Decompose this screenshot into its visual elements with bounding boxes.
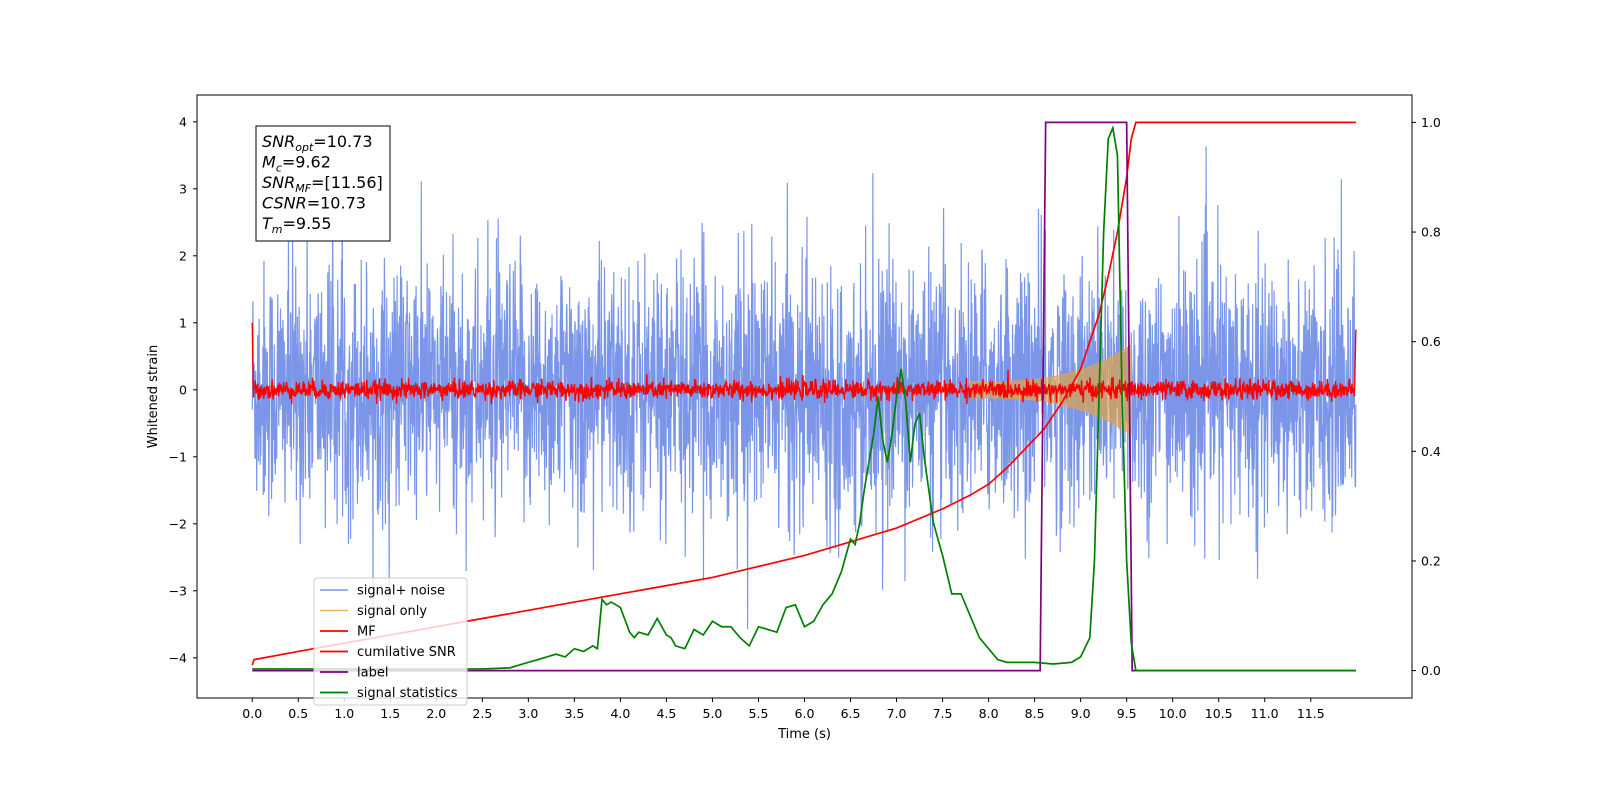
y-right-tick-label: 0.8: [1421, 225, 1441, 240]
x-tick-label: 7.5: [933, 706, 953, 721]
info-box-frame: [255, 125, 391, 242]
x-tick-label: 2.0: [426, 706, 446, 721]
info-line: Tm=9.55: [262, 214, 332, 236]
legend-frame: [313, 577, 468, 706]
info-line: SNRopt=10.73: [262, 132, 373, 154]
x-tick-label: 9.0: [1071, 706, 1091, 721]
legend-entry: MF: [357, 625, 376, 640]
x-tick-label: 0.0: [242, 706, 262, 721]
legend-entry: signal+ noise: [357, 584, 445, 599]
info-line: Mc=9.62: [262, 153, 331, 175]
x-tick-label: 7.0: [887, 706, 907, 721]
x-tick-label: 4.5: [656, 706, 676, 721]
x-tick-label: 10.0: [1159, 706, 1187, 721]
y-tick-label: 2: [179, 248, 187, 263]
x-tick-label: 9.5: [1117, 706, 1137, 721]
y-tick-label: −2: [169, 516, 187, 531]
series-mf: [251, 322, 1357, 405]
x-tick-label: 11.5: [1297, 706, 1325, 721]
y-right-tick-label: 0.6: [1421, 334, 1441, 349]
x-tick-label: 8.5: [1025, 706, 1045, 721]
x-tick-label: 5.0: [703, 706, 723, 721]
x-tick-label: 8.0: [979, 706, 999, 721]
x-tick-label: 6.5: [841, 706, 861, 721]
legend-entry: signal statistics: [357, 686, 458, 701]
x-tick-label: 5.5: [749, 706, 769, 721]
y-axis-label: Whitened strain: [146, 345, 161, 448]
info-box: SNRopt=10.73Mc=9.62SNRMF=[11.56]CSNR=10.…: [255, 125, 391, 242]
x-tick-label: 10.5: [1205, 706, 1233, 721]
x-tick-label: 6.0: [795, 706, 815, 721]
legend-entry: signal only: [357, 604, 427, 619]
x-tick-label: 2.5: [472, 706, 492, 721]
y-tick-label: 3: [179, 181, 187, 196]
legend: signal+ noise signal only MF cumilative SNR…: [313, 577, 468, 706]
y-tick-label: −1: [169, 449, 187, 464]
x-tick-label: 4.0: [610, 706, 630, 721]
y-tick-label: 4: [179, 114, 187, 129]
series-signal-noise: [251, 146, 1357, 630]
legend-entry: cumilative SNR: [357, 645, 456, 660]
x-tick-label: 1.0: [334, 706, 354, 721]
axes: 0.0 0.5 1.0 1.5 2.0 2.5 3.0 3.5 4.0 4.5 5.0 5.5 6.0 6…: [169, 94, 1441, 721]
y-tick-label: 1: [179, 315, 187, 330]
info-line: SNRMF=[11.56]: [262, 173, 383, 195]
x-tick-label: 3.5: [564, 706, 584, 721]
y-tick-label: −4: [169, 650, 187, 665]
x-tick-label: 0.5: [288, 706, 308, 721]
x-tick-label: 11.0: [1251, 706, 1279, 721]
x-tick-label: 3.0: [518, 706, 538, 721]
x-tick-label: 1.5: [380, 706, 400, 721]
y-right-tick-label: 0.0: [1421, 663, 1441, 678]
info-line: CSNR=10.73: [262, 194, 366, 213]
series-signal-statistics: [252, 124, 1356, 672]
y-tick-label: 0: [179, 382, 187, 397]
y-right-tick-label: 1.0: [1421, 115, 1441, 130]
y-right-tick-label: 0.4: [1421, 444, 1441, 459]
y-tick-label: −3: [169, 583, 187, 598]
y-right-tick-label: 0.2: [1421, 553, 1441, 568]
x-axis-label: Time (s): [777, 727, 831, 742]
legend-entry: label: [357, 666, 388, 681]
